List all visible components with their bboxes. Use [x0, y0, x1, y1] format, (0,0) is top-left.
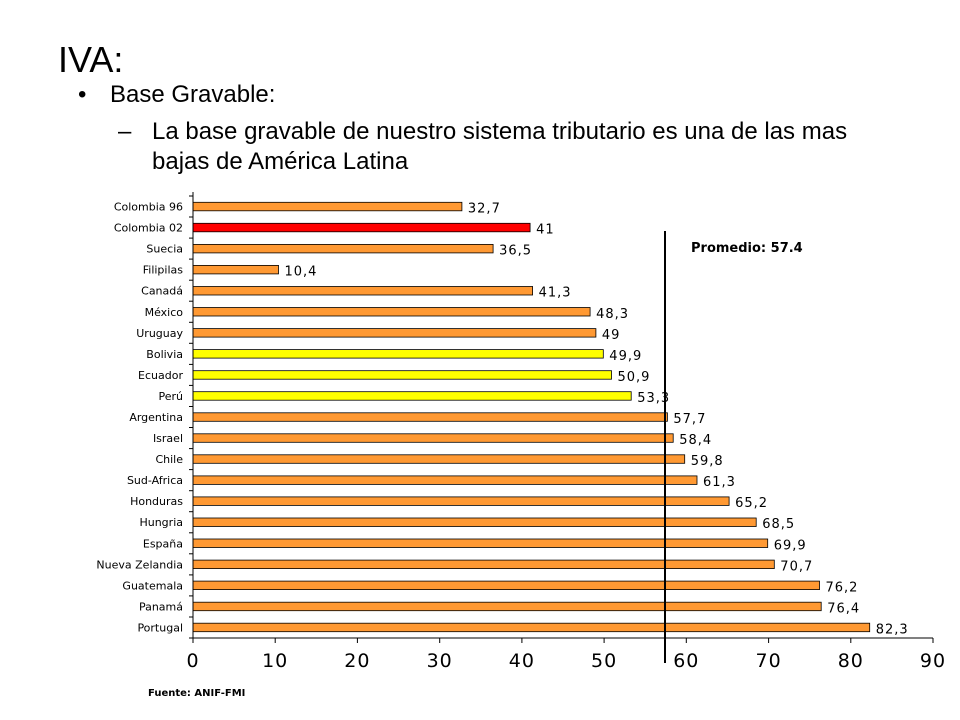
- category-label: México: [145, 306, 184, 319]
- value-label: 69,9: [774, 538, 807, 553]
- x-tick-label: 20: [344, 650, 370, 672]
- value-label: 41: [536, 223, 555, 238]
- value-label: 57,7: [673, 412, 706, 427]
- average-label: Promedio: 57.4: [691, 241, 803, 256]
- bullet-marker: •: [78, 81, 87, 108]
- category-label: Hungria: [139, 516, 183, 529]
- x-tick-label: 70: [756, 650, 782, 672]
- slide-title: IVA:: [58, 39, 124, 80]
- bar: [192, 454, 686, 464]
- bar: [192, 475, 698, 485]
- bar: [192, 622, 871, 633]
- bar: [192, 349, 604, 359]
- x-tick-label: 30: [427, 650, 453, 672]
- sub-bullet-marker: –: [118, 118, 132, 145]
- value-label: 58,4: [679, 433, 712, 448]
- value-label: 10,4: [285, 265, 318, 280]
- value-label: 76,2: [826, 580, 859, 595]
- category-label: Suecia: [146, 243, 183, 256]
- category-label: Colombia 02: [114, 222, 183, 235]
- value-label: 53,3: [637, 391, 670, 406]
- bullet-text: Base Gravable:: [110, 81, 276, 108]
- bullet-item: • Base Gravable:: [78, 80, 275, 110]
- x-tick-label: 0: [186, 650, 199, 672]
- sub-bullet-item: – La base gravable de nuestro sistema tr…: [118, 117, 908, 177]
- bar: [192, 391, 632, 401]
- category-label: Colombia 96: [114, 201, 183, 214]
- bar: [192, 243, 494, 254]
- category-label: Bolivia: [146, 348, 183, 361]
- x-tick-label: 60: [673, 650, 699, 672]
- bar: [192, 601, 822, 612]
- value-label: 61,3: [703, 475, 736, 490]
- value-label: 49: [602, 328, 621, 343]
- bar: [192, 538, 769, 548]
- category-label: Ecuador: [138, 369, 183, 382]
- value-label: 36,5: [499, 244, 532, 259]
- category-label: Nueva Zelandia: [96, 558, 183, 571]
- bar: [192, 264, 279, 275]
- category-label: Chile: [155, 453, 183, 466]
- bar: [192, 222, 531, 233]
- x-tick-label: 90: [920, 650, 946, 672]
- bar: [192, 328, 597, 338]
- value-label: 41,3: [539, 286, 572, 301]
- bar: [192, 580, 820, 590]
- category-label: Canadá: [141, 285, 183, 298]
- bar: [192, 370, 612, 380]
- category-label: Honduras: [130, 495, 183, 508]
- bar: [192, 517, 757, 527]
- value-label: 59,8: [691, 454, 724, 469]
- category-label: Israel: [153, 432, 183, 445]
- x-tick-label: 80: [838, 650, 864, 672]
- category-label: Uruguay: [136, 327, 183, 340]
- bar: [192, 201, 463, 212]
- value-label: 48,3: [596, 307, 629, 322]
- category-label: Perú: [158, 390, 183, 403]
- value-label: 65,2: [735, 496, 768, 511]
- category-label: Filipilas: [143, 264, 184, 277]
- value-label: 70,7: [780, 559, 813, 574]
- value-label: 82,3: [876, 623, 909, 638]
- category-label: Guatemala: [122, 579, 183, 592]
- x-tick-label: 50: [591, 650, 617, 672]
- bar: [192, 307, 591, 317]
- value-label: 50,9: [618, 370, 651, 385]
- value-label: 49,9: [609, 349, 642, 364]
- category-label: España: [143, 537, 183, 550]
- category-label: Portugal: [137, 622, 183, 635]
- category-label: Argentina: [129, 411, 183, 424]
- source-note: Fuente: ANIF-FMI: [148, 688, 245, 699]
- value-label: 76,4: [827, 601, 860, 616]
- x-tick-label: 10: [262, 650, 288, 672]
- bar: [192, 559, 775, 569]
- value-label: 68,5: [762, 517, 795, 532]
- bar: [192, 496, 730, 506]
- bar: [192, 412, 668, 422]
- bar: [192, 286, 534, 296]
- sub-bullet-text: La base gravable de nuestro sistema trib…: [152, 118, 848, 175]
- value-label: 32,7: [468, 202, 501, 217]
- category-label: Sud-Africa: [127, 474, 183, 487]
- bar: [192, 433, 674, 443]
- category-label: Panamá: [139, 600, 183, 613]
- x-tick-label: 40: [509, 650, 535, 672]
